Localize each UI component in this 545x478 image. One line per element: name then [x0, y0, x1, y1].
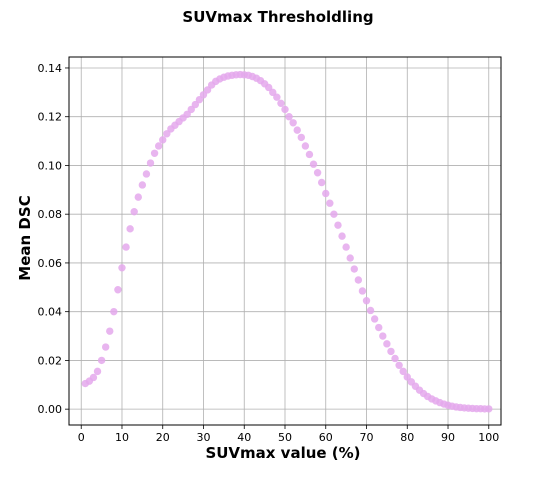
x-tick-label: 60	[319, 431, 333, 444]
x-tick-label: 40	[237, 431, 251, 444]
data-point	[322, 189, 330, 198]
data-point	[187, 105, 195, 114]
data-point	[485, 405, 493, 413]
y-tick-label: 0.00	[38, 403, 63, 416]
data-point	[297, 133, 306, 142]
data-point	[163, 130, 171, 138]
data-point	[93, 367, 102, 376]
data-point	[350, 265, 358, 273]
data-point	[346, 254, 354, 262]
data-point	[366, 306, 375, 315]
data-point	[289, 119, 297, 127]
data-point	[395, 361, 403, 369]
data-point	[313, 169, 322, 177]
chart-title: SUVmax Thresholdling	[182, 8, 373, 26]
data-point	[354, 276, 363, 284]
data-point	[264, 83, 273, 92]
x-tick-label: 100	[478, 431, 499, 444]
data-point	[97, 356, 106, 365]
data-point	[358, 287, 367, 295]
x-tick-label: 80	[400, 431, 414, 444]
data-point	[301, 142, 310, 150]
x-tick-label: 10	[115, 431, 129, 444]
data-point	[126, 225, 134, 233]
data-point	[277, 99, 285, 108]
ticks-layer: 0 10 20 30 40 50 60 70 80 90 100 0.00 0.02 0.04 0.06 0.…	[38, 62, 500, 444]
data-point	[281, 105, 289, 114]
data-point	[101, 343, 110, 351]
data-point	[118, 264, 126, 272]
y-tick-label: 0.02	[38, 354, 63, 367]
data-point	[154, 142, 163, 150]
data-point	[309, 160, 318, 168]
data-point	[142, 170, 151, 178]
y-tick-label: 0.12	[38, 111, 63, 124]
data-point	[130, 208, 138, 216]
data-point	[403, 373, 411, 381]
y-tick-label: 0.06	[38, 257, 63, 270]
y-axis-label: Mean DSC	[16, 195, 34, 280]
data-point	[150, 149, 159, 157]
data-point	[391, 354, 399, 363]
x-tick-label: 0	[78, 431, 85, 444]
x-tick-label: 90	[441, 431, 455, 444]
data-point	[375, 323, 383, 332]
data-point	[114, 286, 122, 294]
data-point	[362, 297, 371, 305]
data-point	[89, 373, 98, 382]
data-point	[106, 327, 114, 335]
data-point	[273, 93, 281, 101]
grid-layer	[69, 57, 501, 425]
y-tick-label: 0.04	[38, 306, 63, 319]
data-point	[285, 113, 293, 121]
data-point	[293, 126, 301, 134]
points-layer	[81, 70, 493, 413]
data-point	[370, 315, 379, 323]
data-point	[203, 86, 212, 94]
data-point	[305, 150, 314, 159]
data-point	[326, 199, 334, 207]
x-tick-label: 50	[278, 431, 292, 444]
data-point	[387, 347, 395, 356]
data-point	[199, 91, 208, 99]
data-point	[399, 367, 407, 376]
data-point	[146, 159, 155, 167]
data-point	[269, 88, 277, 97]
y-tick-label: 0.14	[38, 62, 63, 75]
y-tick-label: 0.10	[38, 159, 63, 172]
data-point	[159, 136, 167, 144]
data-point	[138, 181, 147, 189]
data-point	[379, 332, 387, 340]
y-tick-label: 0.08	[38, 208, 63, 221]
data-point	[383, 340, 391, 348]
data-point	[342, 243, 350, 251]
data-point	[191, 100, 200, 109]
data-point	[338, 232, 346, 240]
data-point	[195, 95, 204, 104]
x-axis-label: SUVmax value (%)	[205, 444, 360, 462]
data-point	[134, 193, 142, 201]
data-point	[317, 178, 326, 187]
x-tick-label: 30	[196, 431, 210, 444]
x-tick-label: 20	[156, 431, 170, 444]
x-tick-label: 70	[360, 431, 374, 444]
data-point	[334, 221, 342, 229]
data-point	[110, 307, 118, 316]
data-point	[183, 110, 191, 118]
data-point	[330, 210, 338, 218]
data-point	[122, 243, 130, 251]
